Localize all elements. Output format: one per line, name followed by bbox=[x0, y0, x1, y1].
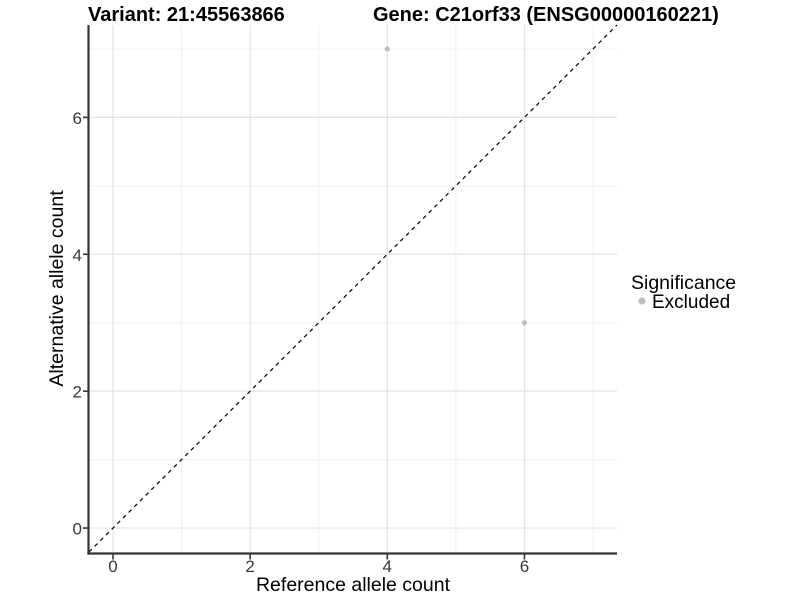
data-point bbox=[384, 46, 390, 52]
data-point bbox=[521, 320, 528, 326]
legend-title: Significance bbox=[631, 272, 736, 294]
y-tick-label: 0 bbox=[73, 520, 82, 539]
y-tick-label: 2 bbox=[73, 383, 82, 402]
legend-item-label-excluded: Excluded bbox=[652, 292, 730, 313]
data-points-layer bbox=[384, 46, 528, 326]
identity-line bbox=[88, 24, 618, 553]
gridlines-minor bbox=[89, 25, 617, 552]
x-tick-label: 0 bbox=[108, 557, 117, 576]
y-axis-ticks: 0 2 4 6 bbox=[73, 109, 88, 539]
legend-marker-excluded-icon bbox=[638, 297, 646, 305]
identity-line-layer bbox=[88, 24, 618, 553]
x-axis-ticks: 0 2 4 6 bbox=[108, 554, 529, 576]
x-tick-label: 2 bbox=[245, 557, 254, 576]
x-tick-label: 6 bbox=[520, 557, 529, 576]
x-tick-label: 4 bbox=[383, 557, 392, 576]
plot-title-variant: Variant: 21:45563866 bbox=[88, 4, 285, 26]
y-tick-label: 6 bbox=[73, 109, 82, 128]
x-axis-title: Reference allele count bbox=[256, 574, 451, 596]
y-tick-label: 4 bbox=[73, 246, 82, 265]
y-axis-title: Alternative allele count bbox=[46, 190, 68, 387]
gridlines-major bbox=[89, 25, 617, 552]
legend: Significance Excluded bbox=[631, 272, 736, 313]
plot-title-gene: Gene: C21orf33 (ENSG00000160221) bbox=[373, 4, 719, 26]
